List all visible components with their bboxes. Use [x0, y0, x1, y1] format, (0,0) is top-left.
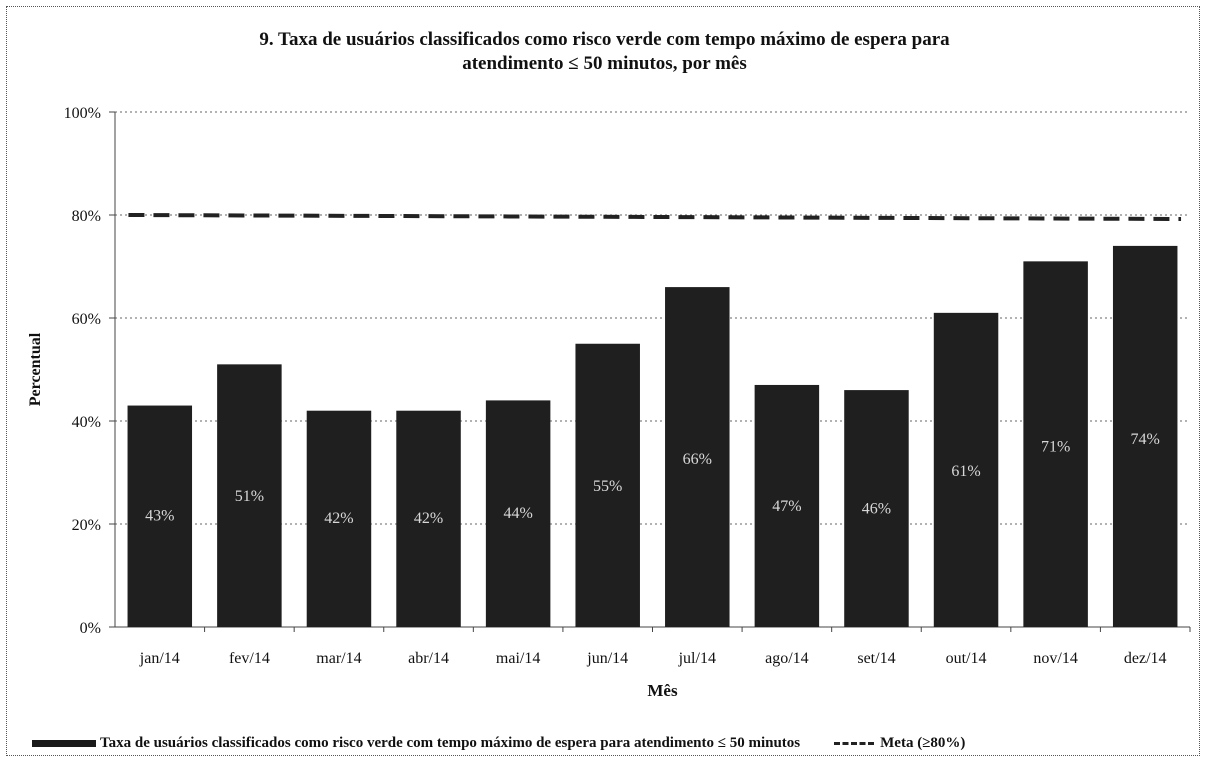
bar-data-label: 74% — [1131, 431, 1160, 448]
bar-data-label: 66% — [683, 451, 712, 468]
bar — [933, 312, 999, 627]
x-tick-label: jan/14 — [139, 650, 180, 667]
x-tick-label: fev/14 — [229, 650, 270, 667]
legend-line-label: Meta (≥80%) — [880, 734, 966, 751]
bar — [485, 400, 551, 627]
bar-data-label: 51% — [235, 488, 264, 505]
x-tick-label: dez/14 — [1124, 650, 1167, 667]
y-tick-label: 20% — [72, 517, 101, 534]
x-tick-label: jun/14 — [586, 650, 628, 667]
bar-data-label: 42% — [414, 510, 443, 527]
meta-line — [128, 213, 1182, 221]
y-tick-label: 80% — [72, 208, 101, 225]
bar-data-label: 47% — [772, 498, 801, 515]
legend-bar-label: Taxa de usuários classificados como risc… — [100, 734, 801, 751]
bar — [127, 405, 193, 627]
bar — [575, 343, 640, 627]
chart-title-line-1: 9. Taxa de usuários classificados como r… — [259, 29, 950, 50]
x-axis-label: Mês — [647, 681, 678, 700]
x-tick-label: jul/14 — [678, 650, 716, 667]
x-tick-label: ago/14 — [765, 650, 809, 667]
y-tick-label: 0% — [80, 620, 101, 637]
bar-data-label: 44% — [503, 505, 532, 522]
bar — [844, 390, 909, 627]
bar-data-label: 43% — [145, 508, 174, 525]
legend-bar-swatch — [32, 739, 96, 747]
x-tick-label: nov/14 — [1033, 650, 1077, 667]
chart-legend: Taxa de usuários classificados como risc… — [32, 732, 965, 754]
x-tick-label: mai/14 — [496, 650, 540, 667]
bar-data-label: 71% — [1041, 438, 1070, 455]
bar — [396, 410, 461, 627]
y-tick-label: 60% — [72, 311, 101, 328]
bar-data-label: 55% — [593, 478, 622, 495]
bar-data-label: 46% — [862, 500, 891, 517]
bar-data-label: 42% — [324, 510, 353, 527]
bar — [665, 287, 730, 627]
y-axis-label: Percentual — [27, 332, 44, 406]
chart-title-line-2: atendimento ≤ 50 minutos, por mês — [462, 53, 747, 74]
legend-line-swatch — [834, 741, 875, 745]
bar — [217, 364, 282, 627]
y-tick-label: 100% — [64, 105, 101, 122]
x-tick-label: out/14 — [946, 650, 987, 667]
x-tick-label: set/14 — [857, 650, 895, 667]
x-tick-label: mar/14 — [316, 650, 361, 667]
bar — [1023, 261, 1088, 627]
y-tick-label: 40% — [72, 414, 101, 431]
bar-data-label: 61% — [951, 463, 980, 480]
chart-title: 9. Taxa de usuários classificados como r… — [0, 28, 1209, 76]
bar — [754, 384, 820, 627]
x-tick-label: abr/14 — [408, 650, 449, 667]
bar — [306, 410, 372, 627]
bar — [1112, 245, 1178, 627]
